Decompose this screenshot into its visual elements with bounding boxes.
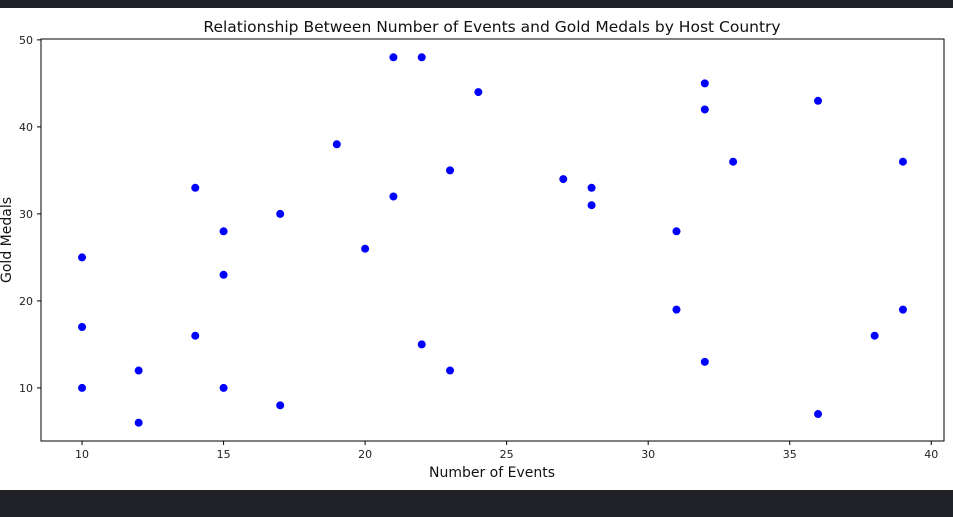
x-tick-label: 15: [217, 448, 231, 461]
scatter-point: [219, 383, 228, 392]
scatter-point: [700, 105, 709, 114]
y-tick-label: 40: [19, 121, 33, 134]
x-tick-label: 10: [75, 448, 89, 461]
scatter-point: [191, 183, 200, 192]
scatter-point: [389, 192, 398, 201]
scatter-point: [446, 366, 455, 375]
x-tick-label: 30: [641, 448, 655, 461]
x-tick-label: 25: [500, 448, 514, 461]
scatter-point: [814, 410, 823, 419]
scatter-point: [191, 331, 200, 340]
x-axis-ticks: 10 15 20 25 30 35 40: [75, 441, 938, 461]
y-axis-label: Gold Medals: [0, 197, 15, 283]
scatter-point: [870, 331, 879, 340]
y-tick-label: 10: [19, 382, 33, 395]
bottom-dark-strip: [0, 490, 953, 517]
scatter-point: [417, 53, 426, 62]
plot-area-frame: [40, 38, 945, 442]
y-tick-label: 20: [19, 295, 33, 308]
scatter-point: [587, 183, 596, 192]
data-points: [78, 53, 907, 427]
scatter-point: [389, 53, 398, 62]
scatter-point: [446, 166, 455, 175]
scatter-point: [276, 401, 285, 410]
scatter-point: [78, 323, 87, 332]
x-tick-label: 40: [924, 448, 938, 461]
top-dark-strip: [0, 0, 953, 8]
scatter-point: [276, 209, 285, 218]
x-axis-label: Number of Events: [429, 465, 555, 481]
scatter-point: [417, 340, 426, 349]
chart-title: Relationship Between Number of Events an…: [203, 18, 780, 36]
scatter-point: [474, 88, 483, 97]
y-tick-label: 30: [19, 208, 33, 221]
scatter-point: [361, 244, 370, 253]
scatter-point: [700, 79, 709, 88]
scatter-point: [672, 305, 681, 314]
x-tick-label: 35: [783, 448, 797, 461]
scatter-point: [134, 418, 143, 427]
scatter-point: [898, 157, 907, 166]
x-tick-label: 20: [358, 448, 372, 461]
scatter-point: [587, 201, 596, 210]
scatter-point: [700, 357, 709, 366]
scatter-point: [219, 270, 228, 279]
scatter-point: [219, 227, 228, 236]
figure-background: [0, 8, 953, 490]
scatter-point: [78, 383, 87, 392]
scatter-point: [332, 140, 341, 149]
scatter-point: [814, 96, 823, 105]
y-axis-ticks: 10 20 30 40 50: [19, 34, 41, 395]
scatter-point: [78, 253, 87, 262]
scatter-point: [898, 305, 907, 314]
scatter-point: [134, 366, 143, 375]
scatter-point: [672, 227, 681, 236]
scatter-point: [729, 157, 738, 166]
y-tick-label: 50: [19, 34, 33, 47]
scatter-point: [559, 175, 568, 184]
